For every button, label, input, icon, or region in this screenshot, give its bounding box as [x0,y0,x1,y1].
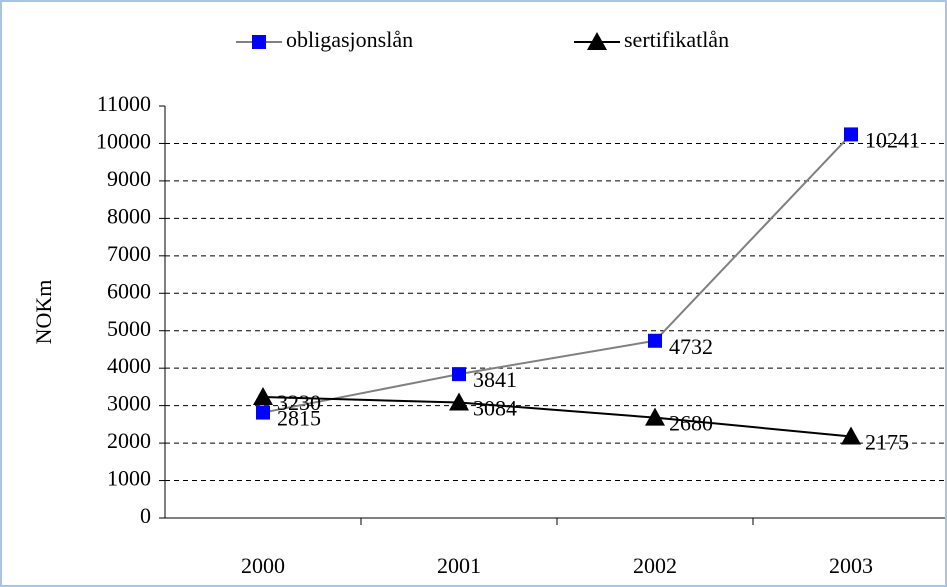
y-tick-label: 2000 [107,428,151,453]
y-tick-label: 0 [140,503,151,528]
y-tick-label: 7000 [107,241,151,266]
data-point [645,407,665,426]
y-tick-label: 8000 [107,203,151,228]
y-tick-label: 6000 [107,278,151,303]
data-point [844,127,858,142]
series-line [262,133,852,414]
series-line [262,396,852,438]
y-tick-label: 4000 [107,353,151,378]
x-tick-label: 2000 [241,553,285,578]
y-tick-label: 3000 [107,391,151,416]
legend-label: obligasjonslån [286,27,413,52]
data-point [256,405,270,420]
y-tick-label: 10000 [96,129,151,154]
data-label: 3230 [277,390,321,415]
data-label: 2680 [669,411,713,436]
data-point [648,333,662,348]
x-tick-label: 2002 [633,553,677,578]
legend-marker [587,32,607,50]
y-tick-label: 9000 [107,166,151,191]
data-label: 2175 [865,430,909,455]
x-tick-label: 2001 [437,553,481,578]
data-point [841,426,861,445]
data-point [449,392,469,411]
legend-label: sertifikatlån [624,27,729,52]
data-label: 3841 [473,367,517,392]
data-label: 2815 [277,406,321,431]
data-point [452,367,466,382]
legend-marker [252,35,266,49]
data-label: 10241 [865,127,920,152]
data-point [253,387,273,406]
data-label: 4732 [669,334,713,359]
y-tick-label: 11000 [97,91,151,116]
y-tick-label: 5000 [107,316,151,341]
data-label: 3084 [473,396,517,421]
y-tick-label: 1000 [107,466,151,491]
x-tick-label: 2003 [829,553,873,578]
y-axis-label: NOKm [31,280,56,345]
